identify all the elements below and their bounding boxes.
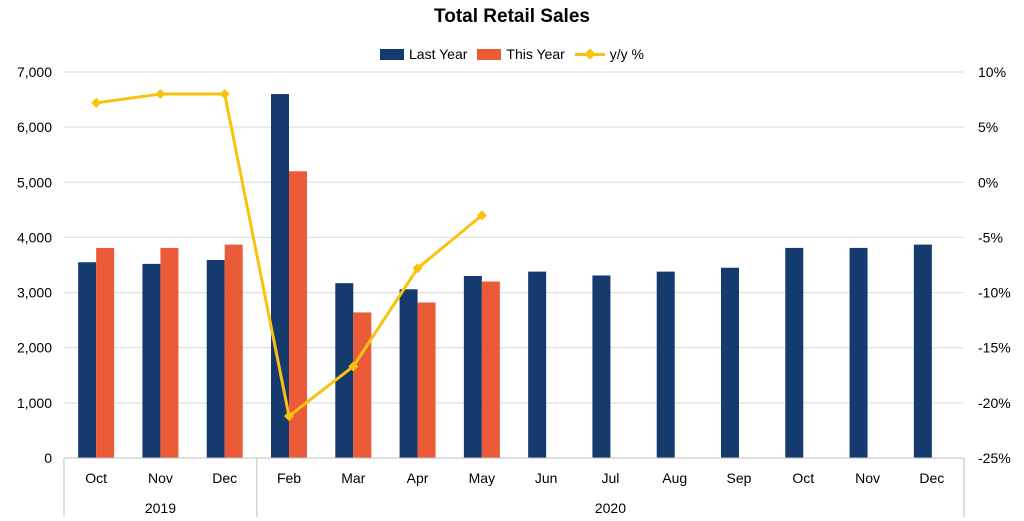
y-right-tick-label: 0%: [978, 174, 998, 190]
legend-label-this-year: This Year: [506, 46, 565, 62]
bar-this-year: [481, 281, 500, 458]
y-right-tick-label: -10%: [978, 285, 1011, 301]
y-left-tick-label: 0: [44, 450, 52, 466]
legend-label-yoy: y/y %: [609, 46, 644, 62]
legend-item-yoy: y/y %: [574, 46, 644, 62]
x-tick-label: Aug: [662, 470, 687, 486]
point-y-y: [155, 89, 166, 100]
bar-last-year: [206, 260, 225, 458]
bar-this-year: [96, 247, 115, 458]
legend-swatch-last-year: [380, 48, 404, 60]
bar-last-year: [913, 244, 932, 458]
bar-last-year: [78, 262, 97, 458]
x-tick-label: Nov: [148, 470, 173, 486]
y-right-tick-label: -15%: [978, 340, 1011, 356]
y-left-tick-label: 6,000: [17, 119, 52, 135]
bar-last-year: [142, 263, 161, 458]
legend-item-last-year: Last Year: [380, 46, 467, 62]
x-group-label: 2020: [595, 500, 626, 516]
point-y-y: [476, 210, 487, 221]
y-right-tick-label: -5%: [978, 229, 1003, 245]
bar-this-year: [417, 302, 436, 458]
x-tick-label: Apr: [407, 470, 429, 486]
x-tick-label: Sep: [727, 470, 752, 486]
bar-last-year: [785, 247, 804, 458]
bar-last-year: [656, 271, 675, 458]
y-right-tick-label: 5%: [978, 119, 998, 135]
point-y-y: [91, 97, 102, 108]
bar-this-year: [160, 247, 179, 458]
point-y-y: [412, 263, 423, 274]
bar-last-year: [463, 276, 482, 458]
point-y-y: [284, 411, 294, 422]
bar-last-year: [271, 94, 289, 459]
bar-last-year: [399, 289, 418, 458]
bar-last-year: [335, 283, 354, 458]
x-tick-label: May: [469, 470, 495, 486]
bar-last-year: [721, 267, 739, 458]
bar-this-year: [289, 171, 307, 458]
legend-swatch-this-year: [477, 48, 502, 60]
y-right-tick-label: -20%: [978, 395, 1011, 411]
y-left-tick-label: 1,000: [17, 395, 52, 411]
y-left-tick-label: 7,000: [17, 64, 52, 80]
x-tick-label: Jun: [535, 470, 558, 486]
x-tick-label: Dec: [212, 470, 237, 486]
legend-label-last-year: Last Year: [409, 46, 468, 62]
x-tick-label: Oct: [792, 470, 814, 486]
x-tick-label: Feb: [277, 470, 301, 486]
legend: Last Year This Year y/y %: [0, 46, 1024, 62]
x-tick-label: Dec: [919, 470, 944, 486]
bar-this-year: [224, 244, 243, 458]
y-left-tick-label: 4,000: [17, 229, 52, 245]
legend-swatch-yoy: [574, 47, 605, 61]
x-group-label: 2019: [145, 500, 176, 516]
y-right-tick-label: -25%: [978, 450, 1011, 466]
x-tick-label: Nov: [855, 470, 880, 486]
x-tick-label: Mar: [341, 470, 365, 486]
bar-last-year: [592, 275, 611, 458]
point-y-y: [348, 361, 359, 372]
y-left-tick-label: 3,000: [17, 285, 52, 301]
y-left-tick-label: 5,000: [17, 174, 52, 190]
bar-this-year: [353, 312, 372, 458]
x-tick-label: Oct: [85, 470, 107, 486]
y-left-tick-label: 2,000: [17, 340, 52, 356]
point-y-y: [219, 89, 230, 100]
chart-title: Total Retail Sales: [434, 6, 590, 27]
bar-last-year: [528, 271, 547, 458]
legend-item-this-year: This Year: [477, 46, 565, 62]
bar-last-year: [849, 247, 868, 458]
y-right-tick-label: 10%: [978, 64, 1006, 80]
x-tick-label: Jul: [601, 470, 619, 486]
